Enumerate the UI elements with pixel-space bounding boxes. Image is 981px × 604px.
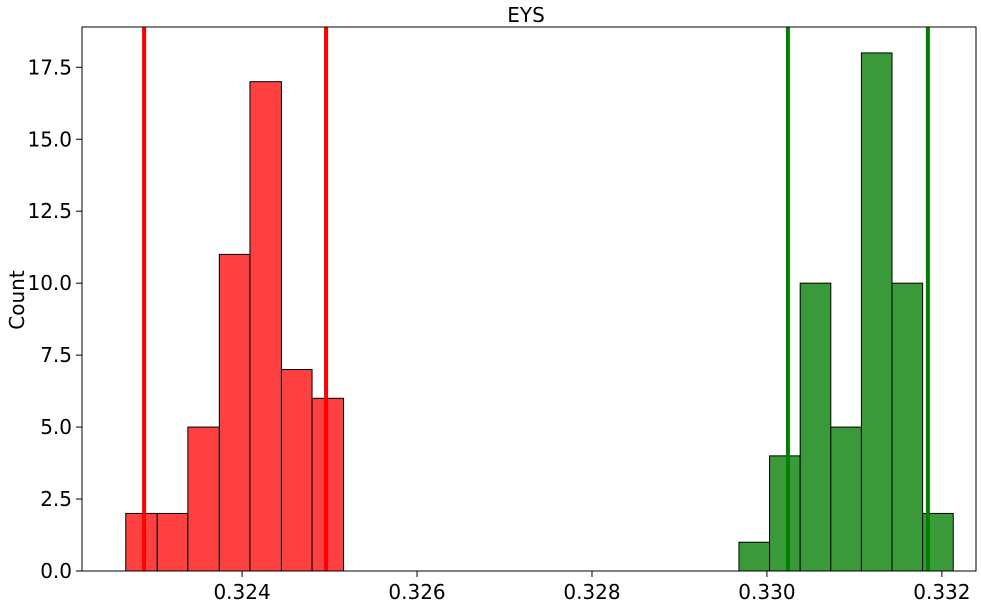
histogram-bar xyxy=(769,455,801,572)
y-tick-label: 15.0 xyxy=(27,127,72,151)
histogram-bar xyxy=(280,369,313,572)
x-tick-label: 0.332 xyxy=(913,580,970,604)
histogram-bar xyxy=(738,541,771,572)
histogram-bar xyxy=(860,52,893,572)
y-tick-label: 7.5 xyxy=(40,343,72,367)
y-tick-label: 12.5 xyxy=(27,199,72,223)
histogram-bar xyxy=(249,81,282,572)
y-tick-label: 10.0 xyxy=(27,271,72,295)
histogram-bar xyxy=(125,512,158,572)
histogram-bar xyxy=(891,282,924,572)
y-tick-label: 2.5 xyxy=(40,487,72,511)
histogram-bar xyxy=(799,282,832,572)
y-tick-label: 0.0 xyxy=(40,559,72,583)
y-axis-title: Count xyxy=(5,270,29,330)
histogram-bar xyxy=(830,426,862,572)
histogram-bar xyxy=(218,253,251,572)
plot-area xyxy=(125,27,954,572)
x-tick-label: 0.330 xyxy=(738,580,795,604)
x-tick-label: 0.324 xyxy=(213,580,270,604)
histogram-bar xyxy=(187,426,220,572)
axes: 0.324 0.326 0.328 0.330 0.332 0.0 2.5 5.0 7.5 10.… xyxy=(27,26,977,604)
x-tick-label: 0.326 xyxy=(388,580,445,604)
x-tick-label: 0.328 xyxy=(563,580,620,604)
y-tick-label: 5.0 xyxy=(40,415,72,439)
histogram-bar xyxy=(156,512,189,572)
y-tick-label: 17.5 xyxy=(27,55,72,79)
chart-title: EYS xyxy=(507,3,545,27)
axes-frame xyxy=(81,26,977,572)
